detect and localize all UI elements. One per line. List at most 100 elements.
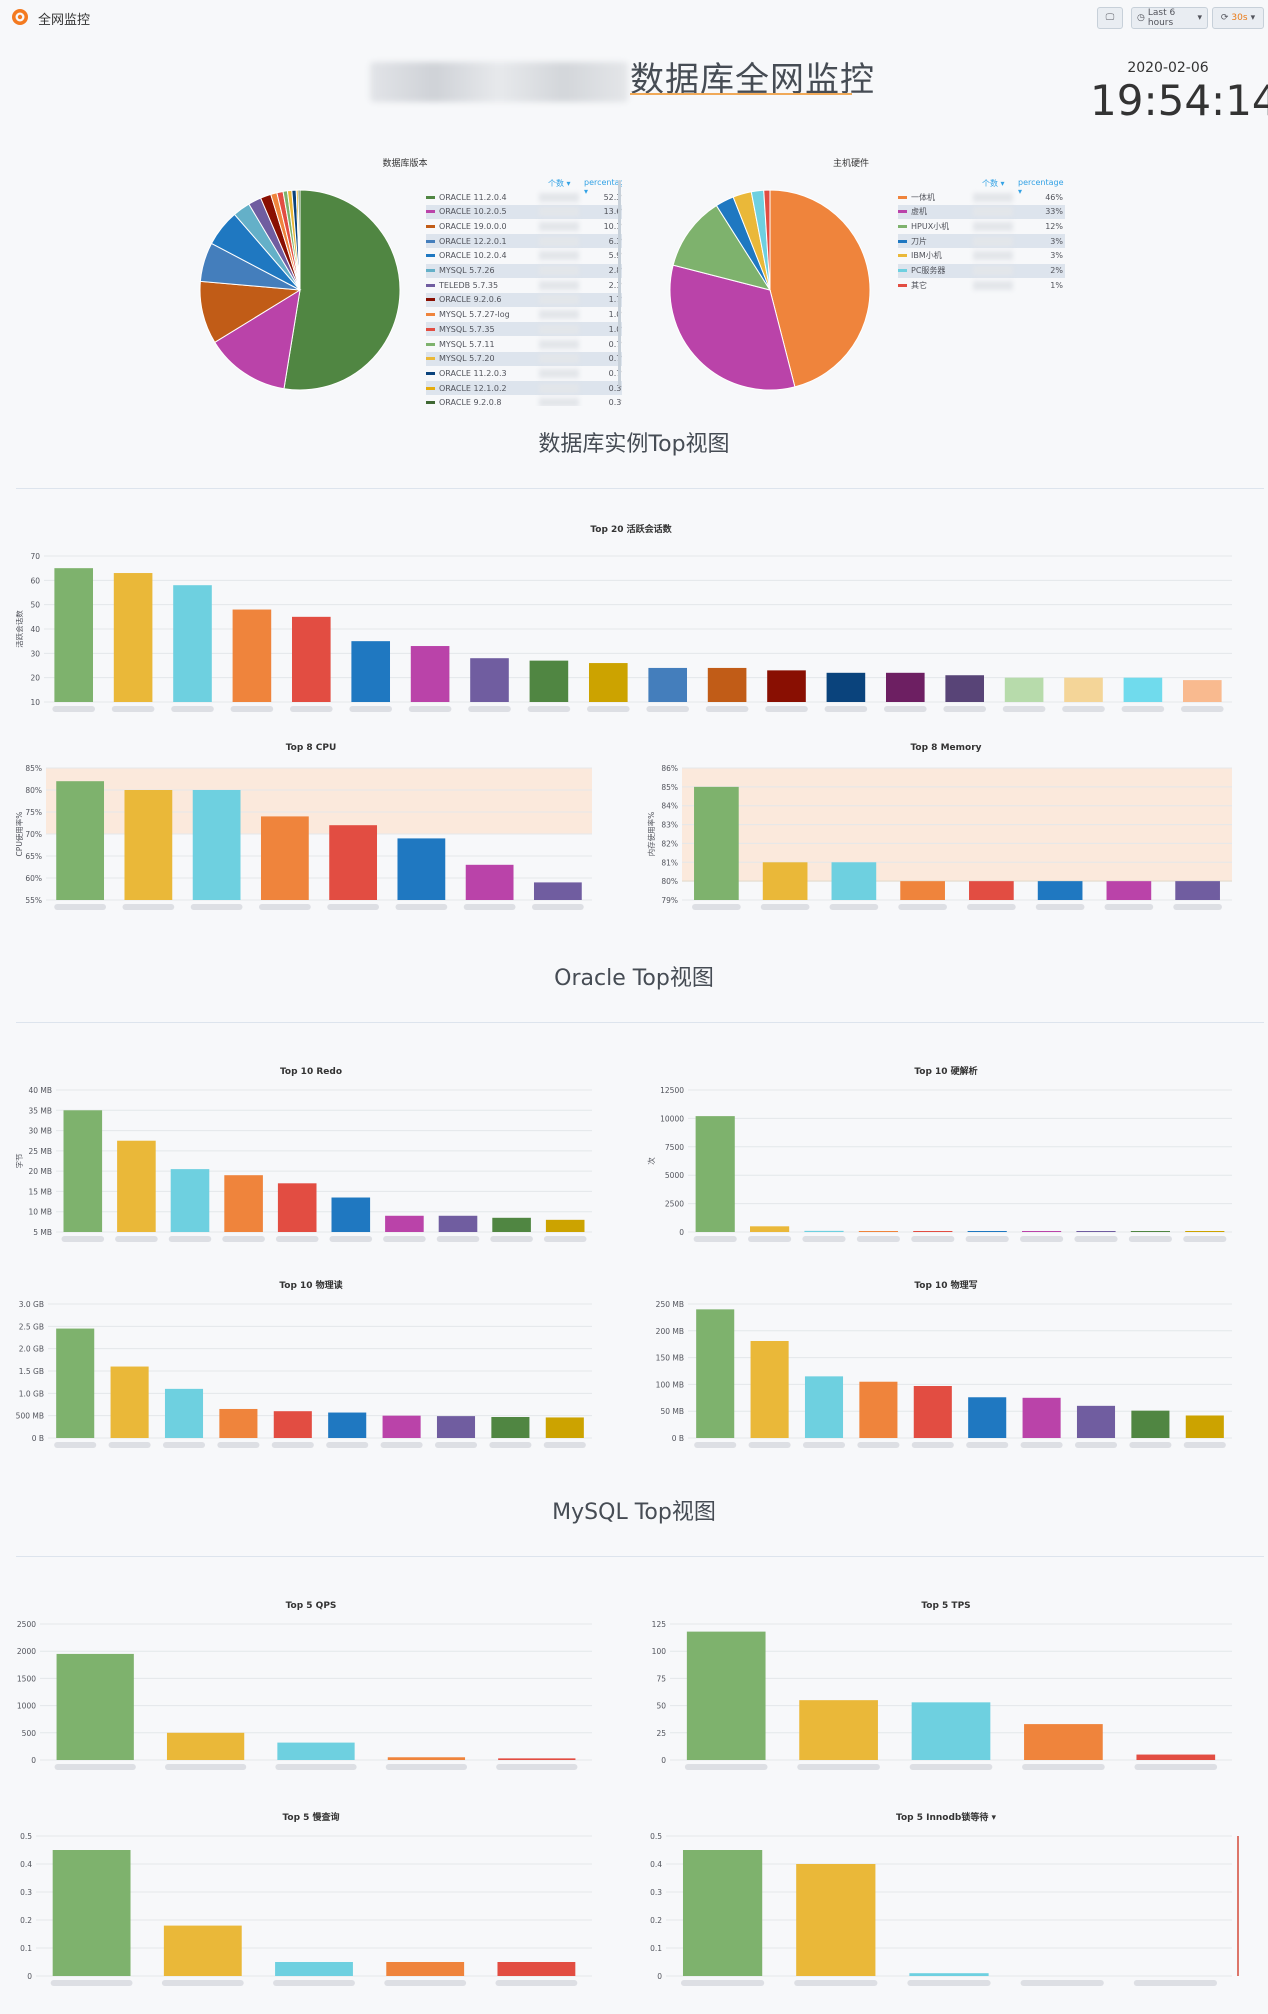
bar[interactable]: [124, 790, 173, 900]
tv-mode-button[interactable]: 🖵: [1097, 7, 1123, 29]
bar[interactable]: [331, 1197, 371, 1232]
bar[interactable]: [1185, 1231, 1225, 1232]
bar[interactable]: [686, 1631, 766, 1760]
bar[interactable]: [804, 1376, 844, 1438]
panel-title[interactable]: Top 8 CPU: [286, 743, 337, 753]
bar[interactable]: [1004, 677, 1044, 702]
bar[interactable]: [762, 862, 808, 900]
bar[interactable]: [913, 1231, 953, 1232]
bar[interactable]: [648, 667, 688, 702]
legend-item[interactable]: IBM小机 3%: [898, 249, 1065, 263]
bar[interactable]: [750, 1226, 790, 1232]
panel-title[interactable]: Top 10 物理读: [279, 1279, 342, 1291]
legend-item[interactable]: PC服务器 2%: [898, 263, 1065, 278]
bar[interactable]: [911, 1702, 991, 1760]
pie-slice[interactable]: [763, 189, 771, 291]
bar[interactable]: [1022, 1231, 1062, 1232]
bar[interactable]: [465, 864, 514, 900]
legend-item[interactable]: MYSQL 5.7.35 1.0%: [426, 322, 622, 337]
bar[interactable]: [1131, 1410, 1170, 1438]
bar[interactable]: [796, 1864, 876, 1976]
bar[interactable]: [277, 1183, 317, 1232]
panel-title[interactable]: Top 20 活跃会话数: [590, 523, 672, 535]
pie-slice[interactable]: [214, 289, 301, 390]
bar[interactable]: [767, 670, 806, 702]
bar[interactable]: [831, 862, 877, 900]
bar[interactable]: [163, 1925, 242, 1976]
bar[interactable]: [498, 1758, 576, 1760]
legend-item[interactable]: ORACLE 12.2.0.1 6.3%: [426, 234, 622, 249]
bar[interactable]: [529, 660, 569, 702]
bar[interactable]: [110, 1366, 149, 1438]
bar[interactable]: [328, 1412, 367, 1438]
bar[interactable]: [260, 816, 309, 900]
bar[interactable]: [1175, 881, 1220, 900]
bar[interactable]: [859, 1381, 898, 1438]
bar[interactable]: [56, 781, 105, 900]
bar[interactable]: [291, 616, 331, 702]
time-picker-button[interactable]: ◷ Last 6 hours ▾: [1131, 7, 1208, 29]
panel-title-db-version[interactable]: 数据库版本: [382, 159, 428, 169]
panel-title[interactable]: Top 5 Innodb锁等待 ▾: [896, 1811, 996, 1823]
bar[interactable]: [588, 663, 628, 702]
bar[interactable]: [56, 1328, 95, 1438]
bar[interactable]: [219, 1408, 258, 1438]
bar[interactable]: [166, 1732, 245, 1760]
bar[interactable]: [277, 1742, 355, 1760]
bar[interactable]: [707, 667, 747, 702]
bar[interactable]: [545, 1219, 585, 1232]
bar[interactable]: [273, 1411, 312, 1438]
bar[interactable]: [351, 641, 391, 702]
bar[interactable]: [696, 1309, 735, 1438]
legend-item[interactable]: ORACLE 12.1.0.2 0.3%: [426, 381, 622, 396]
refresh-picker-button[interactable]: ⟳ 30s ▾: [1212, 7, 1264, 29]
legend-item[interactable]: MYSQL 5.7.11 0.7%: [426, 337, 622, 351]
bar[interactable]: [382, 1415, 421, 1438]
bar[interactable]: [117, 1140, 156, 1232]
legend-item[interactable]: 一体机 46%: [898, 190, 1065, 204]
bar[interactable]: [387, 1757, 466, 1760]
pie-slice[interactable]: [672, 204, 772, 291]
bar[interactable]: [858, 1231, 898, 1232]
panel-title[interactable]: Top 8 Memory: [910, 743, 981, 753]
pie-slice[interactable]: [283, 189, 401, 391]
bar[interactable]: [1064, 677, 1103, 702]
bar[interactable]: [173, 585, 212, 702]
bar[interactable]: [1130, 1231, 1170, 1232]
bar[interactable]: [436, 1416, 476, 1438]
bar[interactable]: [410, 646, 450, 702]
legend-item[interactable]: 其它 1%: [898, 278, 1065, 292]
legend-sort-percentage[interactable]: percentage ▾: [1018, 178, 1064, 196]
legend-item[interactable]: ORACLE 10.2.0.4 5.9%: [426, 249, 622, 263]
bar[interactable]: [909, 1973, 989, 1976]
bar[interactable]: [470, 658, 509, 702]
bar[interactable]: [1076, 1231, 1116, 1232]
bar[interactable]: [1024, 1724, 1103, 1760]
bar[interactable]: [192, 790, 241, 900]
legend-sort-percentage[interactable]: percentage ▾: [584, 178, 622, 196]
bar[interactable]: [224, 1175, 263, 1232]
legend-item[interactable]: ORACLE 9.2.0.8 0.3%: [426, 396, 622, 406]
bar[interactable]: [63, 1110, 103, 1232]
legend-sort-count[interactable]: 个数 ▾: [982, 179, 1005, 188]
bar[interactable]: [1182, 680, 1222, 702]
bar[interactable]: [492, 1217, 531, 1232]
bar[interactable]: [113, 573, 153, 702]
bar[interactable]: [491, 1417, 530, 1438]
bar[interactable]: [170, 1169, 210, 1232]
legend-item[interactable]: ORACLE 11.2.0.3 0.7%: [426, 366, 622, 380]
bar[interactable]: [56, 1653, 134, 1760]
bar[interactable]: [275, 1962, 353, 1976]
legend-item[interactable]: HPUX小机 12%: [898, 219, 1065, 233]
legend-item[interactable]: ORACLE 11.2.0.4 52.3%: [426, 190, 622, 204]
bar[interactable]: [329, 825, 378, 900]
bar[interactable]: [1076, 1405, 1116, 1438]
legend-sort-count[interactable]: 个数 ▾: [548, 179, 571, 188]
panel-title[interactable]: Top 5 QPS: [286, 1601, 337, 1611]
panel-title[interactable]: Top 5 慢查询: [282, 1811, 339, 1823]
bar[interactable]: [497, 1962, 576, 1976]
legend-item[interactable]: TELEDB 5.7.35 2.1%: [426, 278, 622, 292]
pie-slice[interactable]: [669, 264, 796, 391]
legend-item[interactable]: MYSQL 5.7.27-log 1.0%: [426, 308, 622, 322]
bar[interactable]: [1123, 677, 1163, 702]
